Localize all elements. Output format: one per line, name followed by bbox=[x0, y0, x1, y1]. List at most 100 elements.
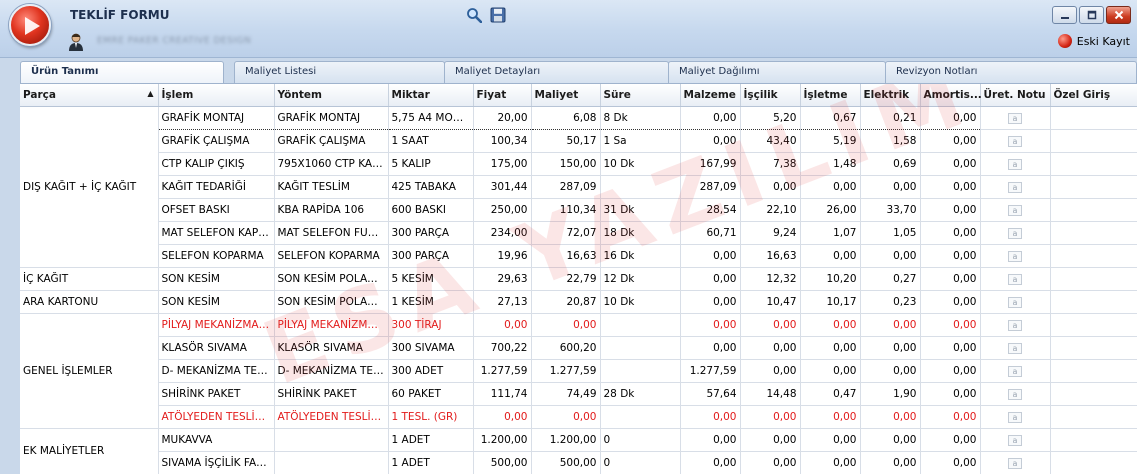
column-header-uretim-notu[interactable]: Üret. Notu bbox=[980, 84, 1051, 107]
cell-special-entry[interactable] bbox=[1050, 152, 1137, 176]
tab-revision-notes[interactable]: Revizyon Notları bbox=[885, 61, 1137, 83]
tab-cost-list[interactable]: Maliyet Listesi bbox=[234, 61, 445, 83]
tab-cost-details[interactable]: Maliyet Detayları bbox=[444, 61, 669, 83]
cell-elektrik[interactable]: 0,23 bbox=[860, 290, 921, 314]
cell-malzeme[interactable]: 167,99 bbox=[680, 152, 741, 176]
note-icon[interactable]: a bbox=[1008, 135, 1022, 147]
cell-elektrik[interactable]: 0,00 bbox=[860, 244, 921, 268]
cell-miktar[interactable]: 600 BASKI bbox=[388, 198, 474, 222]
cell-elektrik[interactable]: 0,00 bbox=[860, 451, 921, 474]
cell-iscilik[interactable]: 0,00 bbox=[740, 428, 801, 452]
cell-fiyat[interactable]: 29,63 bbox=[473, 267, 532, 291]
cell-amortisman[interactable]: 0,00 bbox=[920, 152, 981, 176]
cell-elektrik[interactable]: 0,00 bbox=[860, 428, 921, 452]
cell-special-entry[interactable] bbox=[1050, 428, 1137, 452]
cell-miktar[interactable]: 1 SAAT bbox=[388, 129, 474, 153]
cell-miktar[interactable]: 5 KESİM bbox=[388, 267, 474, 291]
cell-maliyet[interactable]: 74,49 bbox=[531, 382, 601, 406]
cell-amortisman[interactable]: 0,00 bbox=[920, 451, 981, 474]
cell-sure[interactable] bbox=[600, 313, 681, 337]
cell-fiyat[interactable]: 1.200,00 bbox=[473, 428, 532, 452]
cell-production-note[interactable]: a bbox=[980, 451, 1051, 474]
cell-malzeme[interactable]: 0,00 bbox=[680, 336, 741, 360]
cell-miktar[interactable]: 1 KESİM bbox=[388, 290, 474, 314]
note-icon[interactable]: a bbox=[1008, 434, 1022, 446]
cell-iscilik[interactable]: 22,10 bbox=[740, 198, 801, 222]
cell-sure[interactable]: 12 Dk bbox=[600, 267, 681, 291]
cell-malzeme[interactable]: 287,09 bbox=[680, 175, 741, 199]
cell-miktar[interactable]: 300 PARÇA bbox=[388, 244, 474, 268]
column-header-yontem[interactable]: Yöntem bbox=[274, 84, 389, 107]
cell-sure[interactable] bbox=[600, 336, 681, 360]
table-row[interactable]: CTP KALIP ÇIKIŞ 795X1060 CTP KALIP 5 KALIP… bbox=[20, 152, 1137, 176]
cell-amortisman[interactable]: 0,00 bbox=[920, 382, 981, 406]
column-header-islem[interactable]: İşlem bbox=[158, 84, 275, 107]
cell-special-entry[interactable] bbox=[1050, 405, 1137, 429]
column-header-miktar[interactable]: Miktar bbox=[388, 84, 474, 107]
cell-yontem[interactable]: GRAFİK MONTAJ bbox=[274, 105, 389, 130]
cell-amortisman[interactable]: 0,00 bbox=[920, 221, 981, 245]
column-header-parca[interactable]: Parça ▲ bbox=[20, 84, 159, 107]
cell-sure[interactable]: 8 Dk bbox=[600, 105, 681, 130]
cell-special-entry[interactable] bbox=[1050, 244, 1137, 268]
cell-iscilik[interactable]: 14,48 bbox=[740, 382, 801, 406]
cell-yontem[interactable]: SHİRİNK PAKET bbox=[274, 382, 389, 406]
table-row[interactable]: GRAFİK ÇALIŞMA GRAFİK ÇALIŞMA 1 SAAT 100,34… bbox=[20, 129, 1137, 153]
cell-malzeme[interactable]: 57,64 bbox=[680, 382, 741, 406]
cell-elektrik[interactable]: 0,00 bbox=[860, 405, 921, 429]
cell-amortisman[interactable]: 0,00 bbox=[920, 290, 981, 314]
cell-malzeme[interactable]: 0,00 bbox=[680, 105, 741, 130]
cell-amortisman[interactable]: 0,00 bbox=[920, 175, 981, 199]
cell-production-note[interactable]: a bbox=[980, 382, 1051, 406]
cell-production-note[interactable]: a bbox=[980, 405, 1051, 429]
cell-maliyet[interactable]: 110,34 bbox=[531, 198, 601, 222]
note-icon[interactable]: a bbox=[1008, 411, 1022, 423]
note-icon[interactable]: a bbox=[1008, 273, 1022, 285]
cell-fiyat[interactable]: 0,00 bbox=[473, 313, 532, 337]
cell-elektrik[interactable]: 0,27 bbox=[860, 267, 921, 291]
cell-sure[interactable] bbox=[600, 359, 681, 383]
cell-production-note[interactable]: a bbox=[980, 359, 1051, 383]
cell-islem[interactable]: ATÖLYEDEN TESLİM ALMA bbox=[158, 405, 275, 429]
table-row[interactable]: ARA KARTONU SON KESİM SON KESİM POLAR 115 1… bbox=[20, 290, 1137, 314]
cell-miktar[interactable]: 300 PARÇA bbox=[388, 221, 474, 245]
cell-islem[interactable]: SHİRİNK PAKET bbox=[158, 382, 275, 406]
cell-elektrik[interactable]: 1,90 bbox=[860, 382, 921, 406]
cell-elektrik[interactable]: 0,21 bbox=[860, 105, 921, 130]
cell-islem[interactable]: SIVAMA İŞÇİLİK FARKI bbox=[158, 451, 275, 474]
part-group-cell[interactable]: GENEL İŞLEMLER bbox=[20, 313, 159, 429]
cell-islem[interactable]: SON KESİM bbox=[158, 267, 275, 291]
cell-malzeme[interactable]: 0,00 bbox=[680, 428, 741, 452]
cell-iscilik[interactable]: 10,47 bbox=[740, 290, 801, 314]
cell-islem[interactable]: CTP KALIP ÇIKIŞ bbox=[158, 152, 275, 176]
cell-amortisman[interactable]: 0,00 bbox=[920, 405, 981, 429]
note-icon[interactable]: a bbox=[1008, 388, 1022, 400]
note-icon[interactable]: a bbox=[1008, 204, 1022, 216]
cell-sure[interactable]: 18 Dk bbox=[600, 221, 681, 245]
cell-sure[interactable]: 1 Sa bbox=[600, 129, 681, 153]
table-row[interactable]: MAT SELEFON KAPLAMAMAT SELEFON FURNİ300 … bbox=[20, 221, 1137, 245]
cell-yontem[interactable]: MAT SELEFON FURNİ bbox=[274, 221, 389, 245]
cell-elektrik[interactable]: 0,00 bbox=[860, 175, 921, 199]
cell-miktar[interactable]: 5 KALIP bbox=[388, 152, 474, 176]
cell-isletme[interactable]: 1,48 bbox=[800, 152, 861, 176]
note-icon[interactable]: a bbox=[1008, 319, 1022, 331]
cell-sure[interactable]: 31 Dk bbox=[600, 198, 681, 222]
cell-fiyat[interactable]: 250,00 bbox=[473, 198, 532, 222]
cell-iscilik[interactable]: 0,00 bbox=[740, 405, 801, 429]
cell-malzeme[interactable]: 0,00 bbox=[680, 244, 741, 268]
cell-islem[interactable]: KAĞIT TEDARİĞİ bbox=[158, 175, 275, 199]
cell-fiyat[interactable]: 0,00 bbox=[473, 405, 532, 429]
cell-islem[interactable]: D- MEKANİZMA TEDARİK bbox=[158, 359, 275, 383]
cell-isletme[interactable]: 0,00 bbox=[800, 336, 861, 360]
cell-yontem[interactable]: SON KESİM POLAR 115 bbox=[274, 290, 389, 314]
cell-iscilik[interactable]: 0,00 bbox=[740, 359, 801, 383]
cell-islem[interactable]: OFSET BASKI bbox=[158, 198, 275, 222]
cell-yontem[interactable]: SELEFON KOPARMA bbox=[274, 244, 389, 268]
cell-yontem[interactable]: PİLYAJ MEKANİZMA TEDARİK bbox=[274, 313, 389, 337]
cell-maliyet[interactable]: 50,17 bbox=[531, 129, 601, 153]
cell-isletme[interactable]: 0,00 bbox=[800, 451, 861, 474]
cell-amortisman[interactable]: 0,00 bbox=[920, 105, 981, 130]
cell-fiyat[interactable]: 19,96 bbox=[473, 244, 532, 268]
